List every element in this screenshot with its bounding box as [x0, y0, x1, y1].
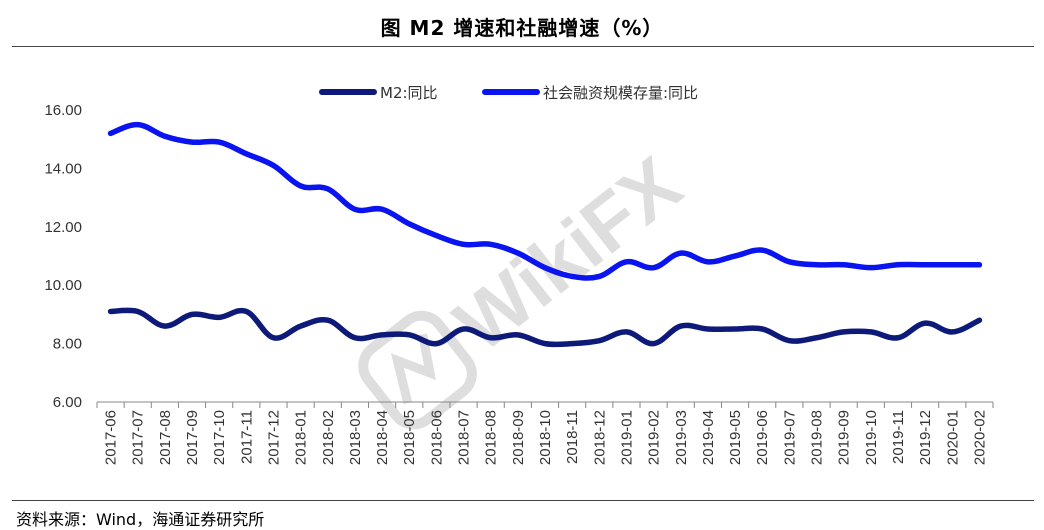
chart-svg: WikiFX M2:同比 社会融资规模存量:同比 2017-06 2017-07 20…: [44, 84, 994, 465]
x-tick-label: 2018-03: [347, 410, 364, 465]
x-tick-label: 2018-11: [564, 410, 581, 464]
series-layer: [107, 121, 983, 348]
x-tick-label: 2020-01: [944, 410, 961, 465]
x-tick-label: 2018-01: [293, 410, 310, 465]
x-tick-label: 2019-06: [754, 410, 771, 465]
x-tick-label: 2019-02: [646, 410, 663, 465]
x-tick-label: 2019-03: [673, 410, 690, 465]
x-tick-label: 2019-04: [700, 410, 717, 465]
x-tick-label: 2020-02: [971, 410, 988, 465]
x-tick-label: 2019-11: [890, 410, 907, 464]
x-tick-label: 2017-12: [265, 410, 282, 465]
x-tick-label: 2018-02: [320, 410, 337, 465]
x-tick-label: 2018-06: [428, 410, 445, 465]
x-tick-label: 2019-07: [781, 410, 798, 465]
x-tick-label: 2018-08: [483, 410, 500, 465]
x-tick-label: 2018-12: [591, 410, 608, 465]
x-tick-label: 2019-12: [917, 410, 934, 465]
y-tick-label: 6.00: [53, 394, 82, 411]
x-tick-label: 2017-11: [238, 410, 255, 464]
x-tick-label: 2019-10: [863, 410, 880, 465]
x-tick-label: 2017-06: [103, 410, 120, 465]
y-tick-label: 16.00: [44, 102, 82, 119]
series-line-1: [107, 307, 983, 348]
watermark: WikiFX: [358, 140, 697, 430]
x-tick-label: 2017-09: [184, 410, 201, 465]
source-note: 资料来源：Wind，海通证券研究所: [16, 510, 265, 529]
chart-title: 图 M2 增速和社融增速（%）: [380, 16, 664, 40]
series-line-2: [107, 121, 983, 281]
watermark-group: WikiFX: [358, 140, 697, 430]
x-tick-label: 2019-05: [727, 410, 744, 465]
x-tick-label: 2019-09: [836, 410, 853, 465]
x-tick-label: 2018-05: [401, 410, 418, 465]
watermark-logo-mark: [390, 333, 436, 405]
y-tick-label: 14.00: [44, 160, 82, 177]
y-tick-label: 8.00: [53, 336, 82, 353]
x-tick-label: 2018-10: [537, 410, 554, 465]
legend-label: M2:同比: [380, 84, 438, 102]
x-tick-label: 2018-07: [456, 410, 473, 465]
legend: M2:同比 社会融资规模存量:同比: [319, 84, 698, 102]
x-tick-label: 2019-01: [618, 410, 635, 465]
x-tick-label: 2019-08: [809, 410, 826, 465]
x-tick-label: 2018-04: [374, 410, 391, 465]
x-tick-label: 2018-09: [510, 410, 527, 465]
x-tick-label: 2017-10: [211, 410, 228, 465]
y-tick-label: 12.00: [44, 219, 82, 236]
axes: 2017-06 2017-07 2017-08 2017-09 2017-10 2017-…: [44, 102, 994, 465]
footer-divider: [12, 500, 1034, 501]
y-tick-label: 10.00: [44, 277, 82, 294]
x-tick-label: 2017-07: [130, 410, 147, 465]
legend-label: 社会融资规模存量:同比: [543, 84, 698, 102]
x-tick-label: 2017-08: [157, 410, 174, 465]
title-divider: [12, 46, 1034, 47]
